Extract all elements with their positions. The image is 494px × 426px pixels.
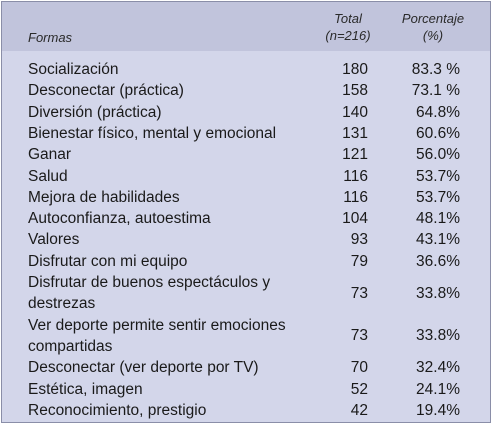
row-label-line: Bienestar físico, mental y emocional xyxy=(28,124,277,142)
row-percentage: 43.1% xyxy=(416,231,460,249)
table-row: Mejora de habilidades 116 53.7% xyxy=(2,188,490,209)
table-header: Formas Total (n=216) Porcentaje (%) xyxy=(2,2,490,51)
table-row: Desconectar (ver deporte por TV) 70 32.4% xyxy=(2,358,490,379)
row-total: 180 xyxy=(342,61,368,78)
row-total: 42 xyxy=(350,401,368,419)
row-percentage: 83.3 % xyxy=(411,61,460,78)
row-label-line: Desconectar (práctica) xyxy=(28,82,184,100)
row-percentage: 60.6% xyxy=(416,124,460,142)
row-label: Valores xyxy=(28,230,79,251)
table-row: Ganar 121 56.0% xyxy=(2,145,490,166)
header-formas: Formas xyxy=(28,30,73,45)
row-percentage: 24.1% xyxy=(416,380,460,398)
row-label-line: Diversión (práctica) xyxy=(28,103,162,121)
row-total: 93 xyxy=(350,231,368,249)
row-label: Reconocimiento, prestigio xyxy=(28,401,206,422)
row-total: 73 xyxy=(350,284,368,302)
row-label-line: Valores xyxy=(28,231,80,249)
row-label: Autoconfianza, autoestima xyxy=(28,209,211,230)
table-row: Disfrutar con mi equipo 79 36.6% xyxy=(2,252,490,273)
row-total: 116 xyxy=(343,167,368,185)
row-percentage: 48.1% xyxy=(416,210,460,228)
row-label: Bienestar físico, mental y emocional xyxy=(28,124,276,145)
row-total: 79 xyxy=(350,252,368,270)
row-label: Disfrutar de buenos espectáculos y destre… xyxy=(28,273,270,316)
row-label: Mejora de habilidades xyxy=(28,188,180,209)
row-label-line: destrezas xyxy=(28,295,96,313)
row-label: Salud xyxy=(28,167,68,188)
row-total: 52 xyxy=(350,380,368,398)
row-label-line: Socialización xyxy=(28,61,119,78)
table-row: Bienestar físico, mental y emocional 131 6… xyxy=(2,124,490,145)
row-label: Ganar xyxy=(28,145,71,166)
header-porcentaje: Porcentaje (%) xyxy=(390,10,476,44)
row-percentage: 33.8% xyxy=(416,284,460,302)
row-label: Estética, imagen xyxy=(28,380,143,401)
header-total: Total (n=216) xyxy=(320,10,376,44)
row-label-line: Ver deporte permite sentir emociones xyxy=(28,316,286,334)
row-percentage: 73.1 % xyxy=(411,82,460,100)
row-label-line: Disfrutar con mi equipo xyxy=(28,252,188,270)
row-label: Diversión (práctica) xyxy=(28,103,162,124)
row-label: Disfrutar con mi equipo xyxy=(28,252,187,273)
row-label-line: Autoconfianza, autoestima xyxy=(28,210,211,228)
row-percentage: 56.0% xyxy=(416,146,460,164)
table-row: Diversión (práctica) 140 64.8% xyxy=(2,103,490,124)
table-row: Desconectar (práctica) 158 73.1 % xyxy=(2,81,490,102)
row-label: Desconectar (ver deporte por TV) xyxy=(28,358,259,379)
table-row: Autoconfianza, autoestima 104 48.1% xyxy=(2,209,490,230)
header-total-line1: Total xyxy=(334,11,362,26)
row-label-line: Mejora de habilidades xyxy=(28,188,180,206)
table-row: Salud 116 53.7% xyxy=(2,167,490,188)
row-percentage: 19.4% xyxy=(416,401,460,419)
table-row: Disfrutar de buenos espectáculos y destre… xyxy=(2,273,490,316)
table-row: Estética, imagen 52 24.1% xyxy=(2,380,490,401)
row-label-line: compartidas xyxy=(28,337,113,355)
row-label-line: Ganar xyxy=(28,146,72,164)
row-percentage: 64.8% xyxy=(416,103,460,121)
row-label: Desconectar (práctica) xyxy=(28,81,184,102)
row-total: 70 xyxy=(350,359,368,377)
row-label-line: Salud xyxy=(28,167,68,185)
row-label: Ver deporte permite sentir emociones comp… xyxy=(28,316,286,359)
row-percentage: 53.7% xyxy=(416,188,460,206)
table-row: Valores 93 43.1% xyxy=(2,230,490,251)
row-total: 158 xyxy=(342,82,368,100)
row-label-line: Reconocimiento, prestigio xyxy=(28,401,207,419)
header-pct-line2: (%) xyxy=(422,28,444,43)
table-row: Ver deporte permite sentir emociones comp… xyxy=(2,316,490,359)
row-total: 121 xyxy=(342,146,368,164)
table-row: Reconocimiento, prestigio 42 19.4% xyxy=(2,401,490,422)
header-pct-line1: Porcentaje xyxy=(401,11,465,26)
row-percentage: 33.8% xyxy=(416,327,460,345)
row-label-line: Desconectar (ver deporte por TV) xyxy=(28,359,259,377)
row-total: 73 xyxy=(350,327,368,345)
row-total: 140 xyxy=(342,103,368,121)
row-total: 116 xyxy=(343,188,368,206)
row-total: 131 xyxy=(342,124,368,142)
row-label: Socialización xyxy=(28,60,118,81)
table-row: Socialización 180 83.3 % xyxy=(2,60,490,81)
row-percentage: 32.4% xyxy=(416,359,460,377)
row-label-line: Estética, imagen xyxy=(28,380,143,398)
row-total: 104 xyxy=(342,210,368,228)
row-label-line: Disfrutar de buenos espectáculos y xyxy=(28,274,271,291)
row-percentage: 53.7% xyxy=(416,167,460,185)
row-percentage: 36.6% xyxy=(416,252,460,270)
header-total-line2: (n=216) xyxy=(325,28,371,43)
